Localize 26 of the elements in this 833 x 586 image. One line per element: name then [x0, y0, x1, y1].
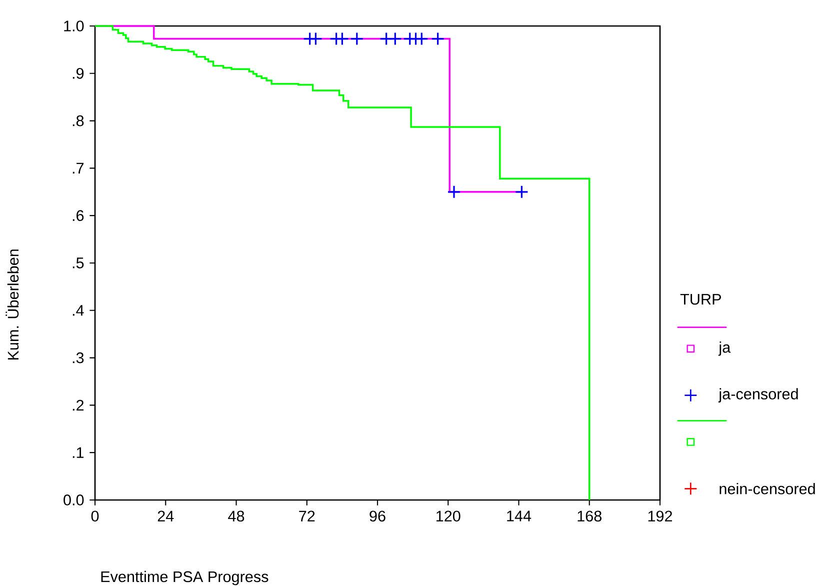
x-tick-label: 120 [436, 510, 460, 522]
x-tick-label: 96 [370, 510, 386, 522]
y-tick-label: .7 [72, 162, 84, 174]
x-tick-label: 24 [158, 510, 174, 522]
y-tick-label: .1 [72, 447, 84, 458]
legend-label: ja-censored [718, 388, 798, 402]
y-tick-label: 0.0 [64, 494, 84, 506]
y-tick-label: .8 [72, 115, 84, 126]
x-tick-label: 48 [228, 510, 244, 522]
y-tick-label: .2 [72, 400, 84, 411]
y-tick-label: .3 [72, 352, 84, 364]
y-tick-label: .9 [72, 68, 84, 79]
y-tick-label: .6 [72, 210, 84, 222]
x-axis-title: Eventtime PSA Progress [101, 570, 268, 586]
legend-title: TURP [680, 294, 721, 305]
y-tick-label: 1.0 [64, 20, 84, 32]
x-tick-label: 168 [578, 510, 602, 522]
legend-label: nein-censored [720, 483, 815, 494]
x-tick-label: 72 [299, 510, 315, 522]
x-tick-label: 192 [648, 510, 672, 522]
x-tick-label: 144 [507, 510, 532, 522]
y-tick-label: .5 [72, 258, 84, 268]
y-tick-label: .4 [72, 305, 84, 316]
legend-label: ja [718, 342, 731, 356]
y-axis-title: Kum. Überleben [6, 250, 19, 360]
x-tick-label: 0 [91, 510, 99, 522]
